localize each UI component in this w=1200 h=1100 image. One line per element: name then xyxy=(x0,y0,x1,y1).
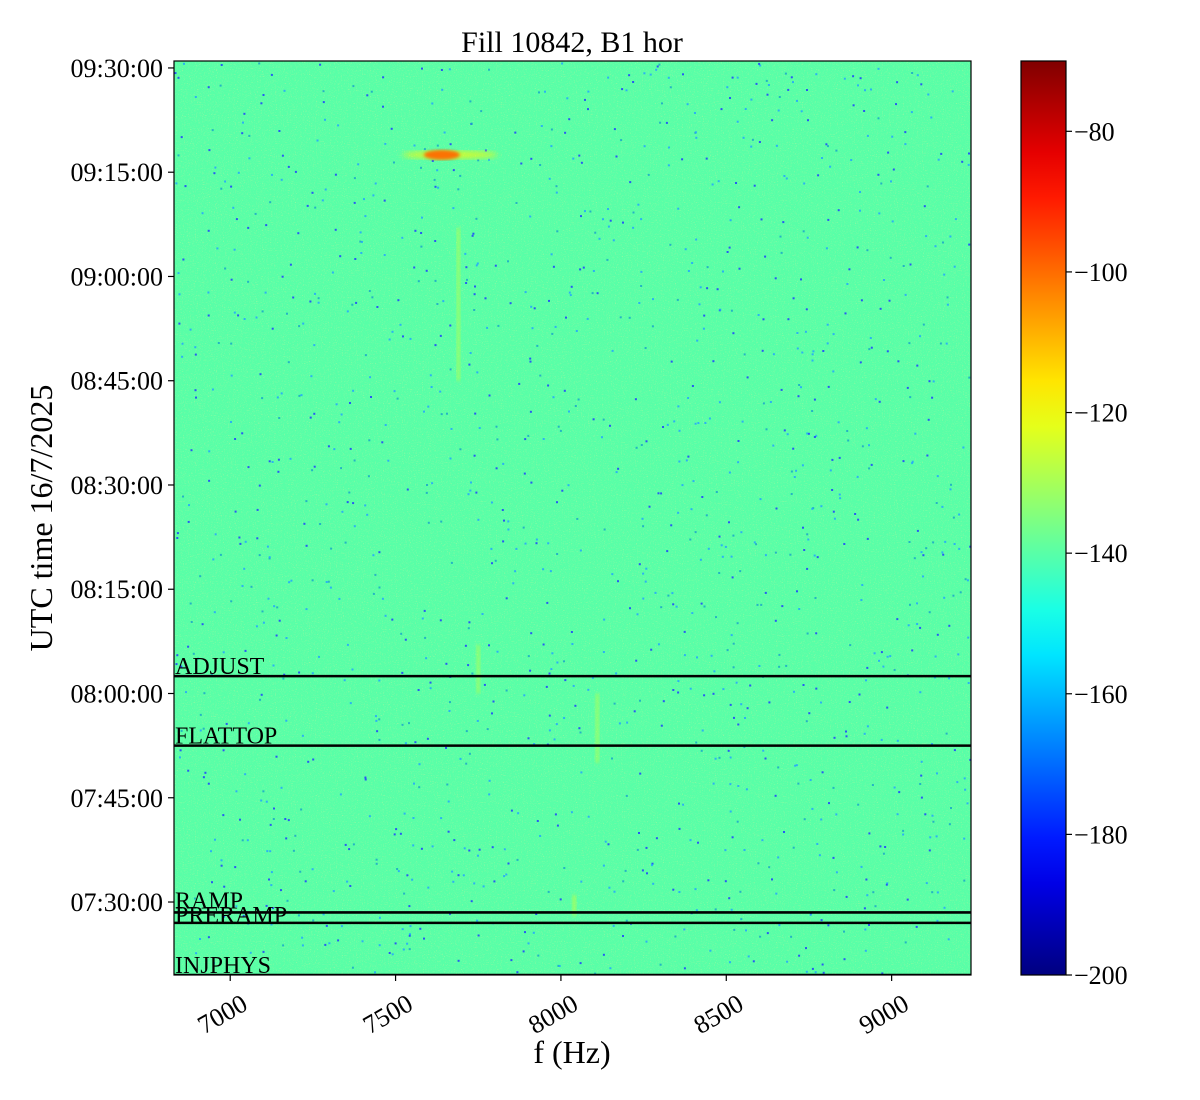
colorbar-ticks: −80 −100 −120 −140 −160 −180 −200 xyxy=(1066,117,1128,990)
colorbar-tick-label: −140 xyxy=(1074,539,1128,568)
heatmap-streak xyxy=(595,693,600,764)
y-tick-label: 08:15:00 xyxy=(71,575,163,604)
heatmap-streak xyxy=(572,895,577,916)
x-tick-label: 7500 xyxy=(358,989,418,1040)
x-tick-label: 7000 xyxy=(193,989,253,1040)
heatmap-hotspot-core xyxy=(423,149,460,160)
x-axis-label: f (Hz) xyxy=(533,1034,610,1070)
phase-marker-label: RAMP xyxy=(175,888,243,914)
x-tick-label: 8000 xyxy=(523,989,583,1040)
phase-marker-label: INJPHYS xyxy=(175,953,271,979)
heatmap-streak xyxy=(456,227,461,381)
colorbar-gradient xyxy=(1020,60,1067,976)
x-tick-label: 9000 xyxy=(854,989,914,1040)
heatmap-features xyxy=(401,149,600,916)
phase-marker-label: FLATTOP xyxy=(175,724,277,750)
heatmap-low-value-dots xyxy=(174,62,971,975)
y-tick-label: 09:30:00 xyxy=(71,54,163,83)
y-tick-label: 08:45:00 xyxy=(71,367,163,396)
phase-marker-label: ADJUST xyxy=(175,654,265,680)
phase-marker-label: PRERAMP xyxy=(175,903,287,929)
x-tick-label: 8500 xyxy=(689,989,749,1040)
y-tick-label: 07:30:00 xyxy=(71,888,163,917)
y-tick-label: 07:45:00 xyxy=(71,784,163,813)
plot-frame xyxy=(173,60,972,976)
colorbar-tick-label: −100 xyxy=(1074,258,1128,287)
y-tick-label: 08:30:00 xyxy=(71,471,163,500)
y-axis: 07:30:00 07:45:00 08:00:00 08:15:00 08:30:00… xyxy=(71,54,174,917)
y-tick-label: 09:00:00 xyxy=(71,262,163,291)
x-axis: 7000 7500 8000 8500 9000 xyxy=(193,975,914,1040)
heatmap-noise-layer-bright xyxy=(174,61,971,975)
colorbar-tick-label: −200 xyxy=(1074,961,1128,990)
y-axis-label: UTC time 16/7/2025 xyxy=(23,385,59,652)
colorbar-tick-label: −160 xyxy=(1074,680,1128,709)
y-tick-label: 09:15:00 xyxy=(71,158,163,187)
colorbar-tick-label: −120 xyxy=(1074,399,1128,428)
chart-title: Fill 10842, B1 hor xyxy=(461,26,683,59)
colorbar: −80 −100 −120 −140 −160 −180 −200 xyxy=(1020,60,1128,990)
heatmap-streak xyxy=(476,644,481,694)
colorbar-tick-label: −80 xyxy=(1074,117,1115,146)
colorbar-tick-label: −180 xyxy=(1074,820,1128,849)
y-tick-label: 08:00:00 xyxy=(71,680,163,709)
